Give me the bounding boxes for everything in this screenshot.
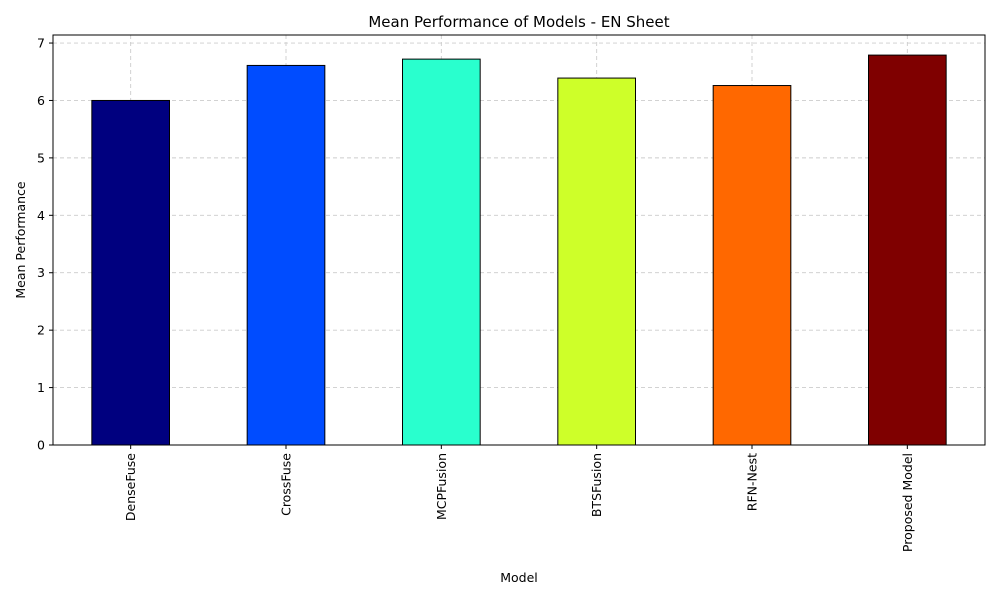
grid [53, 35, 985, 446]
bar-btsfusion [557, 77, 636, 446]
y-tick-label: 7 [37, 36, 45, 51]
bar-crossfuse [246, 64, 326, 446]
x-axis: DenseFuse CrossFuse MCPFusion BTSFusion RFN-… [123, 445, 915, 552]
x-tick-label: MCPFusion [434, 453, 449, 520]
y-tick-label: 0 [37, 438, 45, 453]
bar-mcpfusion [402, 58, 481, 446]
x-tick-label: Proposed Model [900, 453, 915, 552]
x-tick-label: RFN-Nest [745, 453, 760, 511]
bar-proposed-model [868, 54, 947, 446]
bar-densefuse [91, 99, 170, 446]
y-tick-label: 1 [37, 380, 45, 395]
y-axis-label: Mean Performance [13, 181, 28, 299]
y-tick-label: 3 [37, 265, 45, 280]
x-tick-label: DenseFuse [123, 453, 138, 521]
y-axis: 0 1 2 3 4 5 6 7 [37, 36, 53, 453]
x-axis-label: Model [500, 570, 538, 585]
x-tick-label: CrossFuse [279, 453, 294, 516]
x-tick-label: BTSFusion [589, 453, 604, 517]
bars [91, 54, 947, 446]
plot-frame [52, 34, 986, 446]
chart-title: Mean Performance of Models - EN Sheet [368, 13, 669, 31]
y-tick-label: 4 [37, 208, 45, 223]
y-tick-label: 6 [37, 93, 45, 108]
bar-rfn-nest [712, 85, 792, 446]
y-tick-label: 5 [37, 150, 45, 165]
y-tick-label: 2 [37, 323, 45, 338]
